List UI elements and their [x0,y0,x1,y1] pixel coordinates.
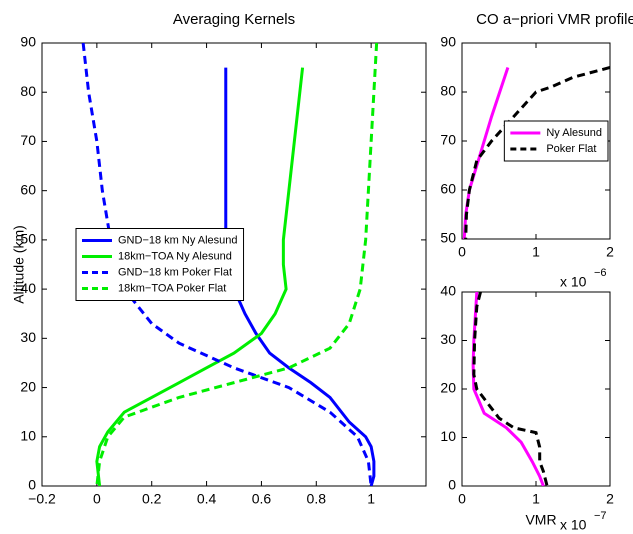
x-tick-label: 0.4 [197,491,217,507]
x-tick-label: 0.2 [142,491,162,507]
y-tick-label: 50 [440,230,456,246]
x-tick-label: 0.6 [252,491,272,507]
profile-line [95,67,305,486]
y-tick-label: 20 [440,380,456,396]
x-tick-label: 1 [532,244,540,260]
profile-line [464,66,610,239]
legend-label: GND−18 km Ny Alesund [118,234,238,246]
legend-label: Poker Flat [546,143,596,155]
x-axis-label: VMR [525,512,556,528]
x-tick-label: 0 [458,491,466,507]
y-tick-label: 40 [440,283,456,299]
y-tick-label: 50 [20,231,36,247]
y-tick-label: 10 [440,428,456,444]
x-tick-label: 1 [367,491,375,507]
y-tick-label: 30 [440,331,456,347]
x-tick-label: 1 [532,491,540,507]
x-exponent-power: −7 [594,510,607,522]
y-tick-label: 40 [20,280,36,296]
y-tick-label: 70 [440,132,456,148]
y-tick-label: 10 [20,427,36,443]
y-tick-label: 0 [28,477,36,493]
legend-label: GND−18 km Poker Flat [118,266,232,278]
x-tick-label: 0 [93,491,101,507]
y-axis-label: Altitude (km) [11,225,27,304]
y-tick-label: 90 [440,34,456,50]
x-exponent-base: x 10 [560,517,587,533]
legend: Ny Alesund Poker Flat [503,120,609,162]
y-tick-label: 80 [20,83,36,99]
y-tick-label: 90 [20,34,36,50]
legend: GND−18 km Ny Alesund 18km−TOA Ny Alesund G… [75,228,245,301]
x-tick-label: 2 [606,491,614,507]
legend-label: Ny Alesund [546,127,602,139]
y-tick-label: 30 [20,329,36,345]
chart-title: CO a−priori VMR profile [476,11,633,28]
y-tick-label: 70 [20,132,36,148]
y-tick-label: 0 [448,477,456,493]
x-exponent-base: x 10 [560,274,587,290]
x-exponent-power: −6 [594,267,607,279]
profile-line [81,43,373,486]
y-tick-label: 20 [20,378,36,394]
profile-line [472,292,549,486]
y-tick-label: 60 [20,181,36,197]
chart-title: Averaging Kernels [173,11,295,28]
legend-box [503,120,609,162]
profile-line [95,43,379,486]
plot-area [461,291,611,487]
legend-label: 18km−TOA Ny Alesund [118,250,232,262]
y-tick-label: 80 [440,83,456,99]
x-tick-label: −0.2 [28,491,56,507]
y-tick-label: 60 [440,181,456,197]
x-tick-label: 2 [606,244,614,260]
legend-label: 18km−TOA Poker Flat [118,282,226,294]
x-tick-label: 0 [458,244,466,260]
x-tick-label: 0.8 [307,491,327,507]
